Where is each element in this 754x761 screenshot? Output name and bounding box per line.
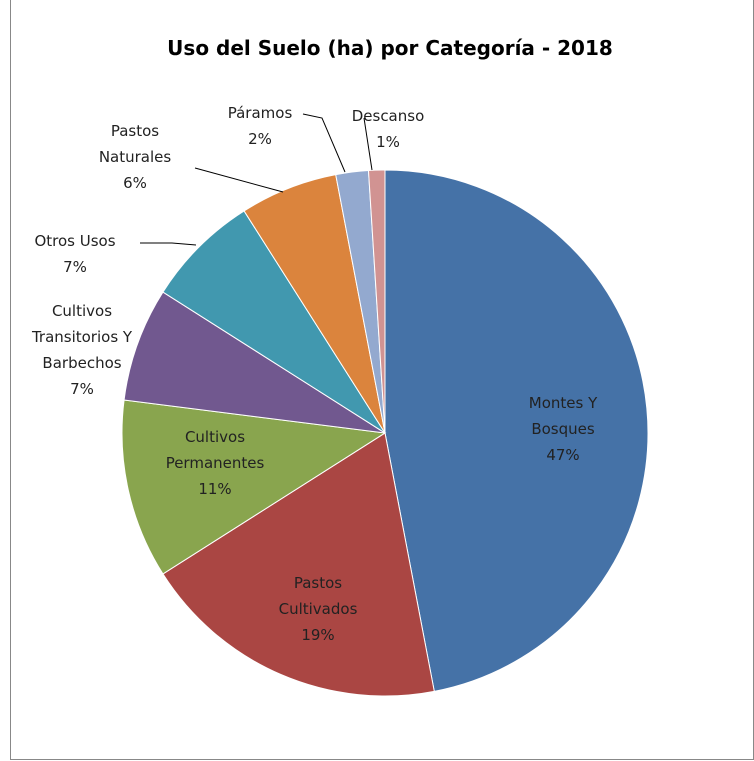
slice-name: Páramos: [227, 104, 293, 122]
data-label: Pastos Naturales 6%: [75, 118, 195, 196]
data-label: Cultivos Permanentes 11%: [155, 424, 275, 502]
pie-slice: [162, 432, 435, 697]
slice-percent: 6%: [123, 174, 147, 192]
slice-name: Pastos Cultivados: [278, 574, 358, 618]
slice-name: Descanso: [351, 107, 425, 125]
leader-line: [302, 113, 346, 173]
slice-percent: 1%: [376, 133, 400, 151]
slice-percent: 2%: [248, 130, 272, 148]
pie-slice: [121, 399, 387, 575]
pie-slice: [123, 291, 386, 434]
pie-slice: [384, 169, 649, 692]
leader-line: [194, 167, 284, 193]
data-label: Montes Y Bosques 47%: [508, 390, 618, 468]
pie-slice: [367, 169, 386, 434]
slice-percent: 11%: [198, 480, 232, 498]
slice-name: Otros Usos: [34, 232, 116, 250]
slice-percent: 47%: [546, 446, 580, 464]
slice-percent: 19%: [301, 626, 335, 644]
slice-name: Cultivos Transitorios Y Barbechos: [31, 302, 133, 372]
slice-name: Montes Y Bosques: [528, 394, 598, 438]
chart-title: Uso del Suelo (ha) por Categoría - 2018: [167, 36, 613, 60]
slice-name: Pastos Naturales: [98, 122, 172, 166]
leader-lines: [140, 113, 373, 246]
slice-percent: 7%: [70, 380, 94, 398]
data-label: Cultivos Transitorios Y Barbechos 7%: [7, 298, 157, 402]
data-label: Pastos Cultivados 19%: [258, 570, 378, 648]
leader-line: [140, 242, 197, 246]
slice-name: Cultivos Permanentes: [165, 428, 265, 472]
data-label: Descanso 1%: [338, 103, 438, 155]
data-label: Otros Usos 7%: [15, 228, 135, 280]
data-label: Páramos 2%: [215, 100, 305, 152]
pie-slice: [162, 210, 386, 434]
leader-line: [363, 117, 373, 171]
slice-percent: 7%: [63, 258, 87, 276]
